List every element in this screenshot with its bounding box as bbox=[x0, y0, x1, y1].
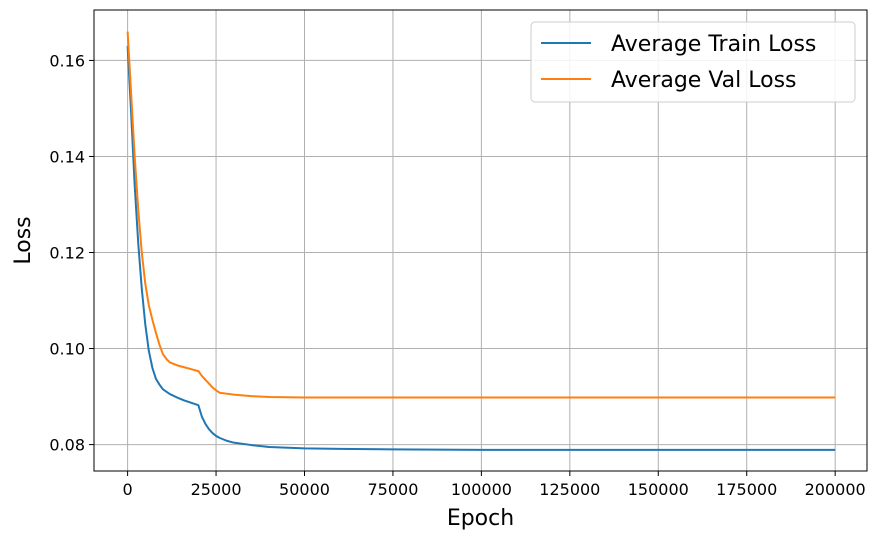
x-tick-label: 200000 bbox=[805, 480, 866, 499]
y-tick-label: 0.10 bbox=[49, 340, 85, 359]
legend-box bbox=[530, 21, 856, 103]
x-tick-label: 50000 bbox=[279, 480, 330, 499]
series-lines bbox=[126, 31, 836, 451]
legend: Average Train Loss Average Val Loss bbox=[530, 21, 856, 103]
plot-area-frame bbox=[93, 9, 868, 472]
y-tick-label: 0.12 bbox=[49, 244, 85, 263]
y-tick-label: 0.14 bbox=[49, 147, 85, 166]
series-line-train-loss bbox=[126, 45, 836, 451]
legend-label: Average Val Loss bbox=[611, 68, 797, 93]
x-tick-label: 25000 bbox=[191, 480, 242, 499]
legend-label: Average Train Loss bbox=[611, 32, 816, 57]
series-line-val-loss bbox=[126, 31, 836, 399]
x-tick-label: 175000 bbox=[716, 480, 777, 499]
x-axis-title: Epoch bbox=[447, 506, 514, 531]
x-tick-label: 100000 bbox=[451, 480, 512, 499]
y-tick-label: 0.16 bbox=[49, 51, 85, 70]
x-tick-label: 0 bbox=[123, 480, 133, 499]
y-tick-label: 0.08 bbox=[49, 436, 85, 455]
axis-ticks: 0 25000 50000 75000 100000 125000 150000 175000… bbox=[49, 51, 865, 499]
y-axis-title: Loss bbox=[11, 216, 36, 264]
x-tick-label: 125000 bbox=[539, 480, 600, 499]
x-tick-label: 75000 bbox=[367, 480, 418, 499]
x-tick-label: 150000 bbox=[628, 480, 689, 499]
